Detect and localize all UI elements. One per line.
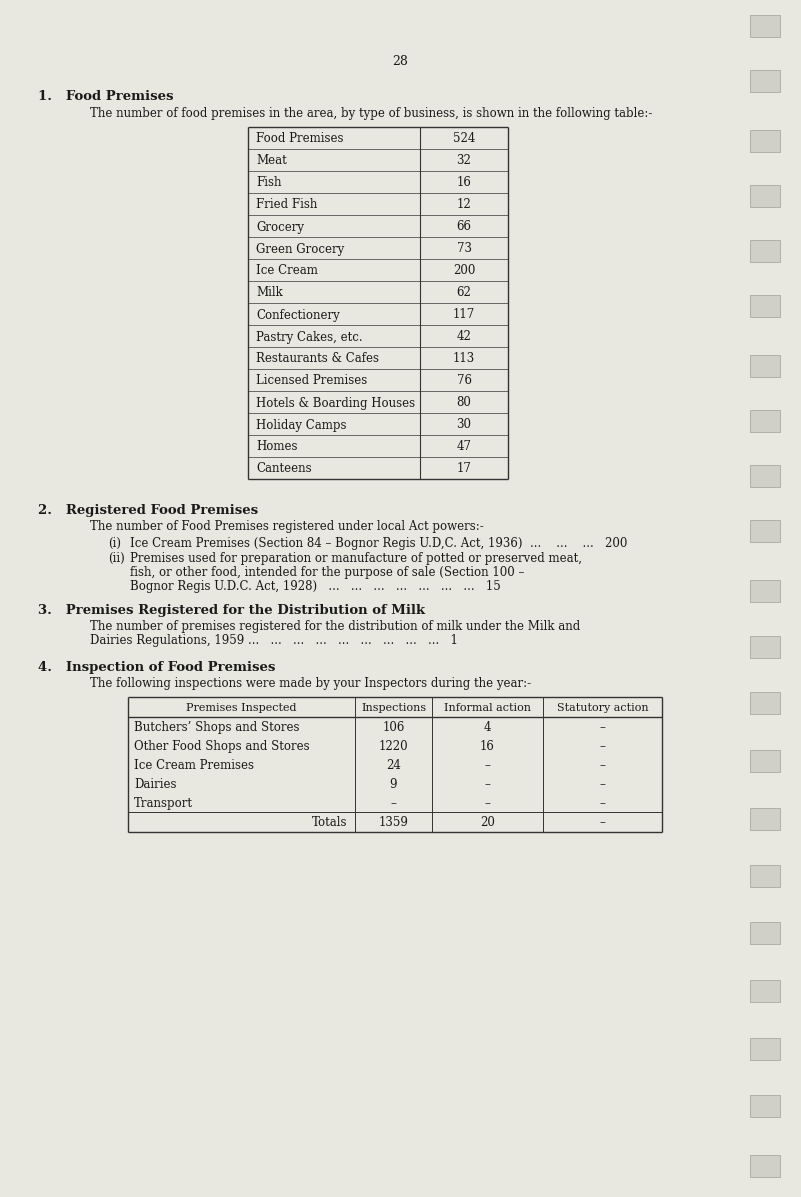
Bar [750, 356, 780, 377]
Text: 20: 20 [480, 816, 495, 830]
Text: 32: 32 [457, 154, 472, 168]
Text: The number of premises registered for the distribution of milk under the Milk an: The number of premises registered for th… [90, 620, 580, 633]
Bar [750, 808, 780, 830]
Text: Other Food Shops and Stores: Other Food Shops and Stores [134, 740, 310, 753]
Text: (i): (i) [108, 537, 121, 549]
Text: –: – [391, 797, 396, 810]
Text: 2.   Registered Food Premises: 2. Registered Food Premises [38, 504, 258, 517]
Text: Informal action: Informal action [444, 703, 531, 713]
Text: 106: 106 [382, 721, 405, 734]
Text: Inspections: Inspections [361, 703, 426, 713]
Text: 62: 62 [457, 286, 472, 299]
Text: 66: 66 [457, 220, 472, 233]
Text: Fried Fish: Fried Fish [256, 199, 317, 212]
Text: Dairies: Dairies [134, 778, 176, 791]
Text: –: – [600, 721, 606, 734]
Text: 113: 113 [453, 352, 475, 365]
Text: Premises Inspected: Premises Inspected [187, 703, 296, 713]
Text: 30: 30 [457, 419, 472, 431]
Text: 4: 4 [484, 721, 491, 734]
Bar [750, 636, 780, 658]
Text: Bognor Regis U.D.C. Act, 1928)   ...   ...   ...   ...   ...   ...   ...   15: Bognor Regis U.D.C. Act, 1928) ... ... .… [130, 581, 501, 593]
Text: –: – [600, 740, 606, 753]
Bar [750, 16, 780, 37]
Bar [750, 1038, 780, 1061]
Text: 16: 16 [457, 176, 472, 189]
Text: 3.   Premises Registered for the Distribution of Milk: 3. Premises Registered for the Distribut… [38, 604, 425, 616]
Text: 73: 73 [457, 243, 472, 255]
Bar [750, 980, 780, 1002]
Text: Food Premises: Food Premises [256, 133, 344, 146]
Text: The number of Food Premises registered under local Act powers:-: The number of Food Premises registered u… [90, 519, 484, 533]
Text: Totals: Totals [312, 816, 347, 830]
Text: 47: 47 [457, 440, 472, 454]
Bar [750, 519, 780, 542]
Text: Green Grocery: Green Grocery [256, 243, 344, 255]
Text: –: – [600, 797, 606, 810]
Text: 1.   Food Premises: 1. Food Premises [38, 90, 174, 103]
Text: 524: 524 [453, 133, 475, 146]
Bar [750, 464, 780, 487]
Text: Fish: Fish [256, 176, 281, 189]
Text: –: – [600, 778, 606, 791]
Text: –: – [485, 797, 490, 810]
Text: Licensed Premises: Licensed Premises [256, 375, 367, 388]
Bar [750, 294, 780, 317]
Text: Hotels & Boarding Houses: Hotels & Boarding Houses [256, 396, 415, 409]
Text: 4.   Inspection of Food Premises: 4. Inspection of Food Premises [38, 661, 276, 674]
Text: Dairies Regulations, 1959 ...   ...   ...   ...   ...   ...   ...   ...   ...   : Dairies Regulations, 1959 ... ... ... ..… [90, 634, 458, 648]
Text: Ice Cream: Ice Cream [256, 265, 318, 278]
Text: Homes: Homes [256, 440, 297, 454]
Text: Confectionery: Confectionery [256, 309, 340, 322]
Text: 24: 24 [386, 759, 401, 772]
Text: 42: 42 [457, 330, 472, 344]
Bar [750, 692, 780, 713]
Text: 80: 80 [457, 396, 472, 409]
Bar [750, 69, 780, 92]
Text: 17: 17 [457, 462, 472, 475]
Text: (ii): (ii) [108, 552, 125, 565]
Text: Grocery: Grocery [256, 220, 304, 233]
Text: Transport: Transport [134, 797, 193, 810]
Bar [750, 581, 780, 602]
Bar [750, 865, 780, 887]
Text: 9: 9 [390, 778, 397, 791]
Bar [750, 241, 780, 262]
Text: Ice Cream Premises (Section 84 – Bognor Regis U.D,C. Act, 1936)  ...    ...    .: Ice Cream Premises (Section 84 – Bognor … [130, 537, 627, 549]
Text: 76: 76 [457, 375, 472, 388]
Bar [750, 1155, 780, 1177]
Text: 1220: 1220 [379, 740, 409, 753]
Text: Restaurants & Cafes: Restaurants & Cafes [256, 352, 379, 365]
Text: fish, or other food, intended for the purpose of sale (Section 100 –: fish, or other food, intended for the pu… [130, 566, 525, 579]
Text: Milk: Milk [256, 286, 283, 299]
Bar [750, 411, 780, 432]
Bar [750, 1095, 780, 1117]
Text: –: – [485, 759, 490, 772]
Text: Statutory action: Statutory action [557, 703, 648, 713]
Text: Pastry Cakes, etc.: Pastry Cakes, etc. [256, 330, 363, 344]
Text: Canteens: Canteens [256, 462, 312, 475]
Text: The number of food premises in the area, by type of business, is shown in the fo: The number of food premises in the area,… [90, 107, 652, 120]
Text: The following inspections were made by your Inspectors during the year:-: The following inspections were made by y… [90, 678, 531, 689]
Text: Holiday Camps: Holiday Camps [256, 419, 347, 431]
Text: –: – [600, 816, 606, 830]
Bar [750, 186, 780, 207]
Text: 28: 28 [392, 55, 408, 68]
Text: 200: 200 [453, 265, 475, 278]
Text: Premises used for preparation or manufacture of potted or preserved meat,: Premises used for preparation or manufac… [130, 552, 582, 565]
Text: –: – [600, 759, 606, 772]
Bar [750, 922, 780, 944]
Bar [750, 751, 780, 772]
Text: Ice Cream Premises: Ice Cream Premises [134, 759, 254, 772]
Text: 117: 117 [453, 309, 475, 322]
Text: 12: 12 [457, 199, 471, 212]
Text: 1359: 1359 [379, 816, 409, 830]
Text: Meat: Meat [256, 154, 287, 168]
Text: 16: 16 [480, 740, 495, 753]
Text: –: – [485, 778, 490, 791]
Text: Butchers’ Shops and Stores: Butchers’ Shops and Stores [134, 721, 300, 734]
Bar [750, 130, 780, 152]
